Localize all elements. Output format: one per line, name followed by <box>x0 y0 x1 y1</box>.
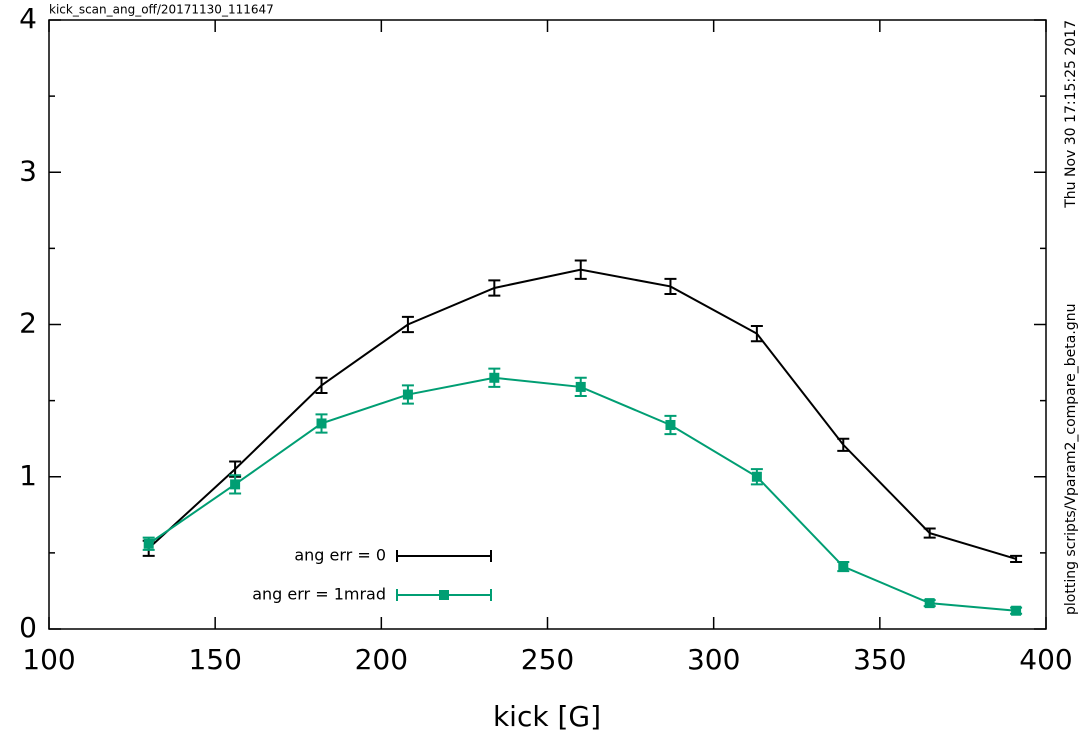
x-tick-label: 250 <box>521 643 574 676</box>
marker <box>665 419 676 430</box>
legend-swatch <box>396 550 492 562</box>
plot-frame <box>48 19 1047 630</box>
error-bar <box>315 376 328 395</box>
marker <box>316 418 327 429</box>
marker <box>143 538 154 549</box>
error-bar <box>574 259 587 280</box>
marker <box>489 372 500 383</box>
error-bar <box>923 527 936 539</box>
y-tick-label: 4 <box>19 2 37 35</box>
y-tick-label: 2 <box>19 307 37 340</box>
legend-marker <box>439 590 449 600</box>
x-tick-label: 100 <box>22 643 75 676</box>
x-tick-label: 350 <box>853 643 906 676</box>
error-bar <box>750 325 763 343</box>
error-bar <box>664 277 677 296</box>
series-line <box>148 376 1017 612</box>
y-tick-label: 1 <box>19 459 37 492</box>
series-line <box>148 268 1017 560</box>
marker <box>1011 605 1022 616</box>
script-path: plotting scripts/Vparam2_compare_beta.gn… <box>1063 304 1079 615</box>
x-tick-label: 200 <box>355 643 408 676</box>
error-bar <box>488 279 501 297</box>
marker <box>838 561 849 572</box>
y-tick-label: 0 <box>19 611 37 644</box>
x-tick-label: 400 <box>1019 643 1072 676</box>
y-tick-label: 3 <box>19 154 37 187</box>
error-bar <box>837 437 850 452</box>
x-tick-label: 150 <box>188 643 241 676</box>
marker <box>402 389 413 400</box>
legend-label: ang err = 1mrad <box>252 585 386 604</box>
error-bar <box>1010 554 1023 564</box>
legend-label: ang err = 0 <box>294 546 386 565</box>
marker <box>575 381 586 392</box>
marker <box>751 471 762 482</box>
error-bar <box>401 315 414 334</box>
x-axis-label: kick [G] <box>493 700 601 733</box>
marker <box>924 598 935 609</box>
header-text: kick_scan_ang_off/20171130_111647 <box>49 3 274 17</box>
timestamp: Thu Nov 30 17:15:25 2017 <box>1063 20 1079 209</box>
x-tick-label: 300 <box>687 643 740 676</box>
marker <box>230 479 241 490</box>
